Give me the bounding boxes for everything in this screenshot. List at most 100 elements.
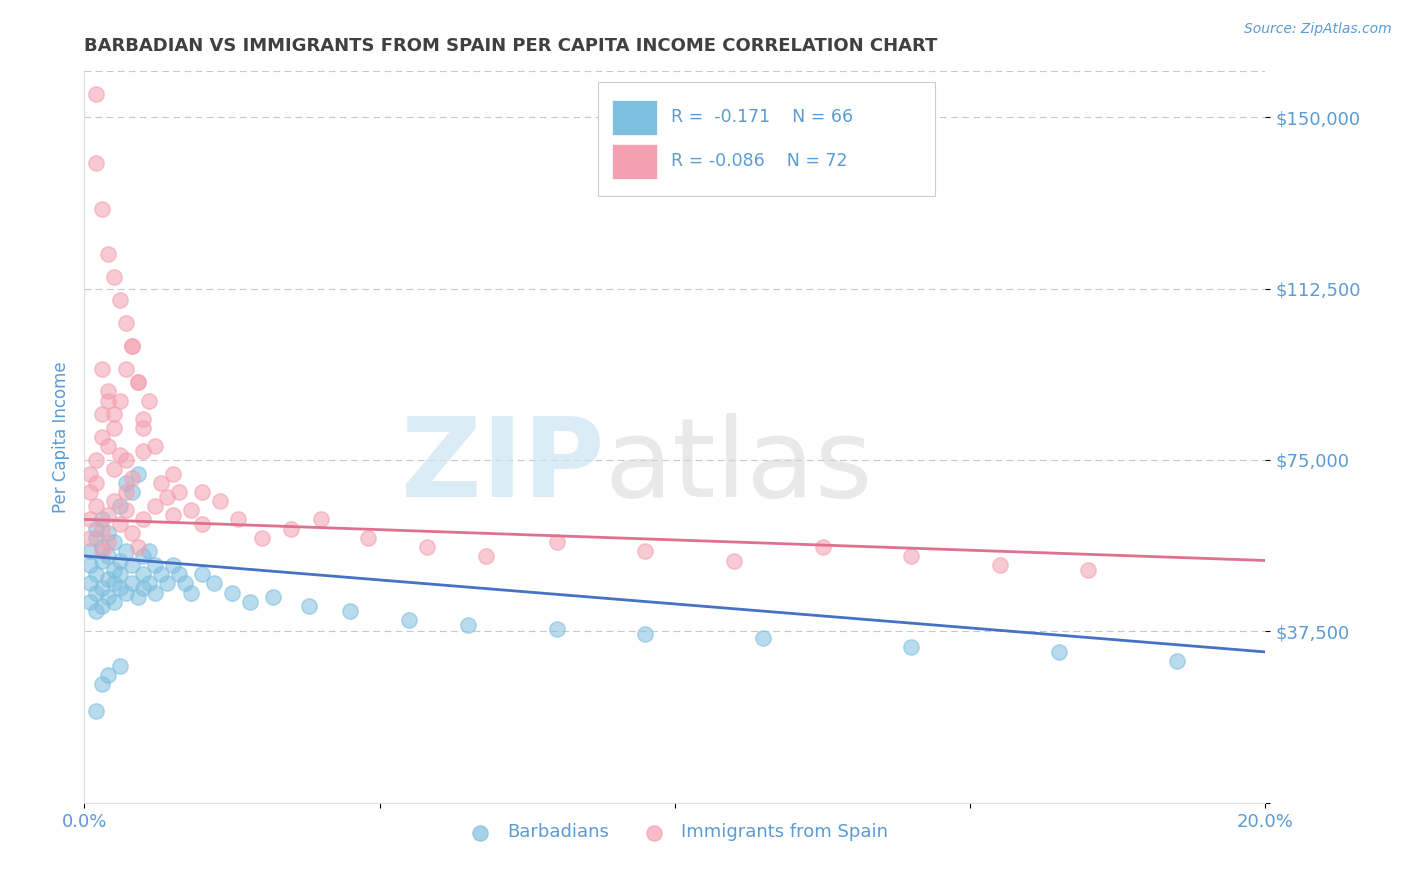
Point bbox=[457, 617, 479, 632]
Point bbox=[97, 384, 120, 399]
Point bbox=[132, 443, 155, 458]
Point bbox=[250, 531, 273, 545]
Point bbox=[108, 553, 131, 567]
Point bbox=[103, 494, 125, 508]
Point bbox=[546, 622, 568, 636]
Point bbox=[108, 448, 131, 462]
Point bbox=[103, 407, 125, 421]
Text: ZIP: ZIP bbox=[401, 413, 605, 520]
Point bbox=[209, 494, 232, 508]
Point bbox=[127, 540, 149, 554]
Point bbox=[91, 599, 114, 614]
Point bbox=[97, 590, 120, 604]
Point bbox=[339, 604, 361, 618]
Point bbox=[91, 544, 114, 558]
Point bbox=[79, 558, 101, 573]
Point bbox=[103, 462, 125, 476]
Text: BARBADIAN VS IMMIGRANTS FROM SPAIN PER CAPITA INCOME CORRELATION CHART: BARBADIAN VS IMMIGRANTS FROM SPAIN PER C… bbox=[84, 37, 938, 54]
Point bbox=[132, 512, 155, 526]
Point bbox=[1047, 645, 1070, 659]
Point bbox=[191, 484, 214, 499]
Point bbox=[103, 576, 125, 591]
Point bbox=[900, 640, 922, 655]
Point bbox=[79, 484, 101, 499]
Point bbox=[84, 585, 107, 599]
Point bbox=[84, 531, 107, 545]
Point bbox=[84, 155, 107, 169]
Point bbox=[79, 576, 101, 591]
Point bbox=[97, 572, 120, 586]
Point bbox=[121, 338, 143, 352]
Point bbox=[91, 430, 114, 444]
Point bbox=[114, 503, 136, 517]
FancyBboxPatch shape bbox=[598, 82, 935, 195]
Point bbox=[132, 549, 155, 563]
Point bbox=[79, 594, 101, 608]
Point bbox=[84, 87, 107, 102]
Point bbox=[84, 521, 107, 535]
Point bbox=[103, 270, 125, 285]
Point bbox=[79, 467, 101, 481]
Point bbox=[108, 293, 131, 307]
Point bbox=[91, 407, 114, 421]
Point bbox=[121, 484, 143, 499]
Point bbox=[103, 535, 125, 549]
Point bbox=[634, 626, 657, 640]
Point bbox=[121, 526, 143, 541]
Point bbox=[298, 599, 321, 614]
Point bbox=[97, 667, 120, 681]
Point bbox=[226, 512, 249, 526]
Point bbox=[162, 508, 184, 522]
Point bbox=[114, 544, 136, 558]
Point bbox=[97, 393, 120, 408]
Point bbox=[127, 375, 149, 389]
Bar bbox=[612, 144, 657, 179]
Point bbox=[79, 544, 101, 558]
Point bbox=[84, 567, 107, 582]
Point bbox=[180, 585, 202, 599]
Point bbox=[723, 553, 745, 567]
Point bbox=[162, 467, 184, 481]
Point bbox=[1166, 654, 1188, 668]
Point bbox=[103, 421, 125, 435]
Point bbox=[108, 567, 131, 582]
Point bbox=[180, 503, 202, 517]
Point bbox=[91, 553, 114, 567]
Point bbox=[91, 521, 114, 535]
Point bbox=[546, 535, 568, 549]
Point bbox=[114, 484, 136, 499]
Text: Source: ZipAtlas.com: Source: ZipAtlas.com bbox=[1244, 22, 1392, 37]
Text: atlas: atlas bbox=[605, 413, 873, 520]
Point bbox=[262, 590, 284, 604]
Point bbox=[150, 475, 173, 490]
Point bbox=[221, 585, 243, 599]
Point bbox=[108, 658, 131, 673]
Point bbox=[97, 535, 120, 549]
Point bbox=[173, 576, 195, 591]
Point bbox=[398, 613, 420, 627]
Point bbox=[127, 590, 149, 604]
Point bbox=[84, 453, 107, 467]
Point bbox=[114, 316, 136, 330]
Text: R =  -0.171    N = 66: R = -0.171 N = 66 bbox=[671, 109, 853, 127]
Point bbox=[138, 576, 160, 591]
Point bbox=[127, 375, 149, 389]
Point bbox=[309, 512, 332, 526]
Point bbox=[114, 475, 136, 490]
Point bbox=[121, 338, 143, 352]
Point bbox=[162, 558, 184, 573]
Point bbox=[416, 540, 439, 554]
Point bbox=[108, 581, 131, 595]
Point bbox=[114, 361, 136, 376]
Point bbox=[143, 585, 166, 599]
Point bbox=[811, 540, 834, 554]
Point bbox=[475, 549, 498, 563]
Point bbox=[167, 484, 190, 499]
Point bbox=[91, 202, 114, 216]
Point bbox=[103, 563, 125, 577]
Point bbox=[900, 549, 922, 563]
Point bbox=[91, 581, 114, 595]
Point bbox=[143, 499, 166, 513]
Point bbox=[239, 594, 262, 608]
Point bbox=[121, 576, 143, 591]
